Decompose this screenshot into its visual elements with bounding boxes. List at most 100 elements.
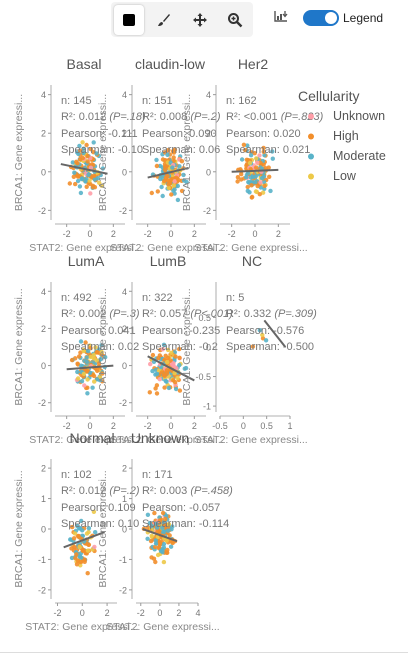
scatter-point (161, 545, 167, 550)
scatter-point (71, 536, 77, 541)
stat-pearson: Pearson: 0.020 (226, 128, 301, 140)
legend-swatch-low (308, 173, 314, 180)
y-axis-label: BRCA1: Gene expressi... (181, 94, 193, 211)
scatter-point (81, 371, 87, 377)
scatter-point (239, 172, 244, 177)
y-tick-label: 2 (41, 464, 46, 474)
y-tick-label: -2 (119, 206, 127, 216)
stat-spearman: Spearman: 0.10 (61, 518, 139, 530)
stat-pearson: Pearson: 0.041 (61, 325, 136, 337)
scatter-point (85, 348, 91, 354)
scatter-point (92, 379, 97, 384)
scatter-point (74, 552, 79, 557)
stat-n: n: 5 (226, 292, 244, 304)
y-tick-label: -2 (119, 585, 127, 595)
scatter-point (76, 151, 81, 157)
scatter-point (177, 346, 182, 352)
brush-tool-button[interactable] (149, 5, 179, 35)
y-tick-label: 0 (41, 361, 46, 371)
plot-toolbar (111, 2, 253, 37)
panel-title: NC (242, 253, 262, 269)
y-tick-label: -1 (38, 555, 46, 565)
scatter-point (88, 346, 93, 351)
fit-line (147, 166, 189, 179)
stat-p-value: (P=.2) (190, 111, 221, 123)
download-icon[interactable] (273, 10, 289, 26)
scatter-point (92, 544, 97, 550)
scatter-point (160, 193, 165, 199)
scatter-point (153, 372, 158, 377)
scatter-point (161, 559, 167, 565)
scatter-point (83, 340, 88, 345)
y-tick-label: 1 (122, 494, 127, 504)
scatter-point (177, 164, 182, 169)
scatter-point (262, 153, 267, 158)
panel-title: claudin-low (135, 56, 206, 72)
scatter-point (75, 161, 80, 166)
scatter-point (166, 182, 171, 187)
y-tick-label: 2 (122, 129, 127, 139)
scatter-point (170, 165, 175, 170)
y-axis-label: BRCA1: Gene expressi... (13, 288, 25, 405)
scatter-point (75, 369, 80, 375)
zoom-tool-button[interactable] (220, 5, 250, 35)
x-tick-label: 2 (276, 229, 281, 239)
scatter-point (160, 157, 166, 162)
legend (308, 113, 314, 180)
scatter-point (165, 173, 170, 179)
fit-line (66, 364, 114, 371)
x-tick-label: -2 (63, 229, 71, 239)
stat-n: n: 492 (61, 292, 92, 304)
scatter-point (261, 145, 266, 151)
move-icon (192, 12, 207, 27)
y-tick-label: 0 (41, 525, 46, 535)
scatter-point (182, 366, 187, 371)
scatter-point (164, 550, 169, 555)
scatter-point (171, 155, 176, 160)
scatter-point (244, 175, 249, 180)
fit-line (263, 319, 287, 348)
panel-her- (213, 85, 290, 227)
scatter-point (179, 188, 185, 194)
stat-p-value: (P=.309) (274, 308, 317, 320)
y-tick-label: 4 (206, 90, 211, 100)
scatter-point (241, 142, 247, 147)
scatter-point (245, 143, 250, 148)
panel-title: Unknown (131, 430, 189, 446)
scatter-point (161, 541, 167, 547)
y-tick-label: -2 (38, 398, 46, 408)
scatter-point (257, 328, 262, 333)
scatter-point (165, 359, 170, 365)
pan-tool-button[interactable] (185, 5, 215, 35)
zoom-icon (228, 12, 243, 27)
panel-nc (213, 282, 291, 419)
select-tool-button[interactable] (113, 4, 144, 35)
scatter-point (169, 527, 174, 532)
stat-r2: R²: 0.012 (P=.18) (61, 111, 146, 123)
legend-toggle[interactable]: Legend (273, 10, 383, 26)
legend-entry-high: High (333, 129, 359, 143)
y-axis-label: BRCA1: Gene expressi... (13, 94, 25, 211)
scatter-point (267, 174, 272, 179)
x-tick-label: -0.5 (212, 421, 228, 431)
legend-swatch-moderate (308, 153, 314, 160)
stat-p-value: (P=.18) (109, 111, 146, 123)
scatter-point (154, 391, 160, 396)
scatter-point (174, 365, 179, 371)
scatter-point (253, 189, 259, 194)
scatter-point (261, 149, 266, 154)
scatter-point (165, 152, 170, 157)
scatter-point (235, 175, 241, 180)
scatter-point (77, 184, 83, 189)
scatter-point (85, 377, 90, 382)
scatter-point (78, 190, 84, 196)
scatter-point (235, 179, 240, 184)
legend-switch[interactable] (303, 10, 339, 26)
x-axis-label: STAT2: Gene expressi... (29, 434, 142, 446)
scatter-point (153, 386, 158, 391)
scatter-point (184, 179, 189, 185)
x-tick-label: 0 (87, 229, 92, 239)
scatter-point (171, 150, 177, 155)
panel-title: Normal (69, 430, 114, 446)
scatter-point (155, 189, 160, 194)
